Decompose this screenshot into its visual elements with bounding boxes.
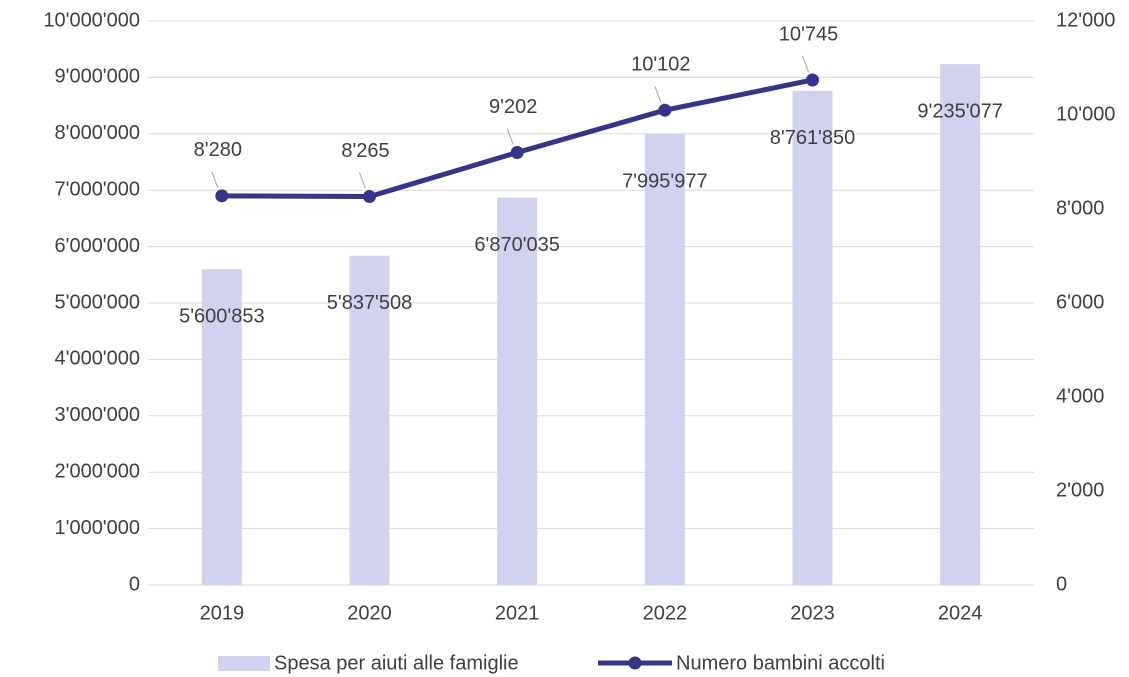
bar-value-label: 9'235'077 bbox=[917, 100, 1003, 122]
line-marker bbox=[806, 73, 819, 87]
legend-label: Numero bambini accolti bbox=[676, 652, 885, 674]
line-value-label: 10'745 bbox=[779, 23, 838, 45]
legend-marker bbox=[628, 656, 642, 670]
line-marker bbox=[215, 189, 229, 203]
line-marker bbox=[658, 103, 672, 117]
y-tick-label: 10'000'000 bbox=[43, 9, 140, 31]
bar bbox=[792, 90, 833, 585]
line-marker bbox=[510, 146, 524, 160]
y-tick-label: 8'000'000 bbox=[55, 122, 141, 144]
y-tick-label: 4'000'000 bbox=[55, 348, 141, 370]
bar-value-label: 5'600'853 bbox=[179, 305, 265, 327]
y-tick-label: 9'000'000 bbox=[55, 66, 141, 88]
bar-value-label: 7'995'977 bbox=[622, 170, 708, 192]
bar bbox=[644, 134, 685, 585]
y-tick-label: 6'000'000 bbox=[55, 235, 141, 257]
bar-value-label: 8'761'850 bbox=[770, 127, 856, 149]
legend-swatch bbox=[218, 656, 270, 671]
y2-tick-label: 12'000 bbox=[1056, 9, 1115, 31]
y2-tick-label: 0 bbox=[1056, 573, 1067, 595]
y-tick-label: 7'000'000 bbox=[55, 178, 141, 200]
y-tick-label: 5'000'000 bbox=[55, 291, 141, 313]
bar-value-label: 5'837'508 bbox=[327, 292, 413, 314]
bar bbox=[497, 197, 538, 585]
x-tick-label: 2023 bbox=[790, 602, 835, 624]
leader-line bbox=[211, 171, 219, 189]
bar bbox=[940, 64, 981, 585]
leader-line bbox=[506, 128, 514, 145]
bar bbox=[349, 255, 390, 586]
y2-tick-label: 8'000 bbox=[1056, 197, 1104, 219]
x-tick-label: 2022 bbox=[643, 602, 688, 624]
y2-tick-label: 6'000 bbox=[1056, 291, 1104, 313]
y-tick-label: 0 bbox=[129, 573, 140, 595]
x-tick-label: 2021 bbox=[495, 602, 540, 624]
line-value-label: 9'202 bbox=[489, 96, 537, 118]
line-value-label: 8'280 bbox=[194, 139, 242, 161]
bar-value-label: 6'870'035 bbox=[474, 234, 560, 256]
line-value-label: 8'265 bbox=[341, 140, 389, 162]
line-value-label: 10'102 bbox=[631, 53, 690, 75]
y-tick-label: 3'000'000 bbox=[55, 404, 141, 426]
y2-tick-label: 2'000 bbox=[1056, 479, 1104, 501]
x-tick-label: 2020 bbox=[347, 602, 392, 624]
line-marker bbox=[363, 190, 376, 204]
bar bbox=[201, 269, 242, 585]
x-tick-label: 2024 bbox=[938, 602, 983, 624]
y2-tick-label: 10'000 bbox=[1056, 103, 1115, 125]
leader-line bbox=[359, 172, 366, 189]
leader-line bbox=[802, 55, 809, 73]
leader-line bbox=[654, 86, 662, 103]
y2-tick-label: 4'000 bbox=[1056, 385, 1104, 407]
legend-label: Spesa per aiuti alle famiglie bbox=[274, 652, 519, 674]
y-tick-label: 2'000'000 bbox=[55, 460, 141, 482]
y-tick-label: 1'000'000 bbox=[55, 517, 141, 539]
x-tick-label: 2019 bbox=[200, 602, 245, 624]
